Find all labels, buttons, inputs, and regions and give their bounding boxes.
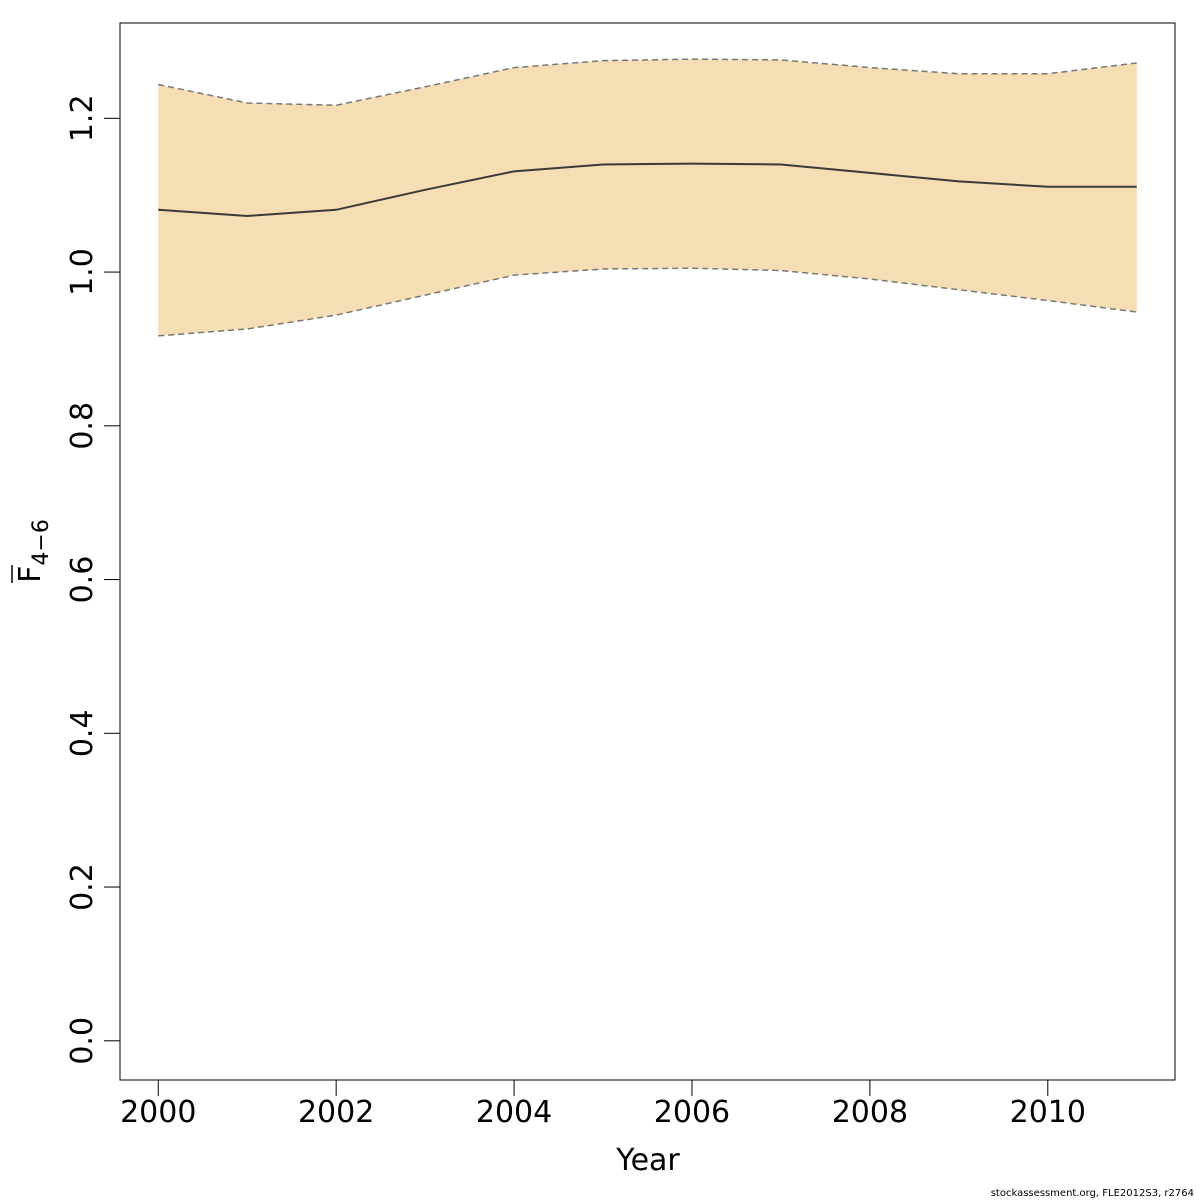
x-tick-label: 2000: [120, 1095, 196, 1130]
y-tick-label: 0.0: [65, 1017, 100, 1065]
y-axis-title: F4−6: [11, 519, 54, 583]
lower-bound-line: [158, 267, 1137, 337]
confidence-band-layer: [158, 59, 1137, 336]
y-tick-label: 1.2: [65, 94, 100, 142]
svg-text:F4−6: F4−6: [13, 519, 54, 583]
footer-note: stockassessment.org, FLE2012S3, r2764: [991, 1188, 1194, 1199]
x-tick-label: 2006: [654, 1095, 730, 1130]
upper-bound-line: [158, 58, 1137, 107]
x-axis-title: Year: [615, 1143, 680, 1178]
x-tick-label: 2002: [298, 1095, 374, 1130]
estimate-line: [158, 162, 1137, 217]
y-axis-title-subscript: 4−6: [29, 519, 54, 565]
x-tick-label: 2010: [1010, 1095, 1086, 1130]
y-tick-label: 0.2: [65, 863, 100, 911]
series-layer: [158, 58, 1137, 337]
y-tick-label: 0.4: [65, 709, 100, 757]
axes-layer: 2000 2002 2004 2006 2008 2010 0.0 0.2 0.4 0.6 0.8 1…: [65, 94, 1086, 1130]
x-tick-label: 2004: [476, 1095, 552, 1130]
y-tick-label: 0.8: [65, 402, 100, 450]
y-axis-title-base: F: [13, 566, 48, 583]
confidence-band: [158, 59, 1137, 336]
x-tick-label: 2008: [832, 1095, 908, 1130]
y-tick-label: 0.6: [65, 556, 100, 604]
y-tick-label: 1.0: [65, 248, 100, 296]
plot-frame: [119, 22, 1176, 1081]
